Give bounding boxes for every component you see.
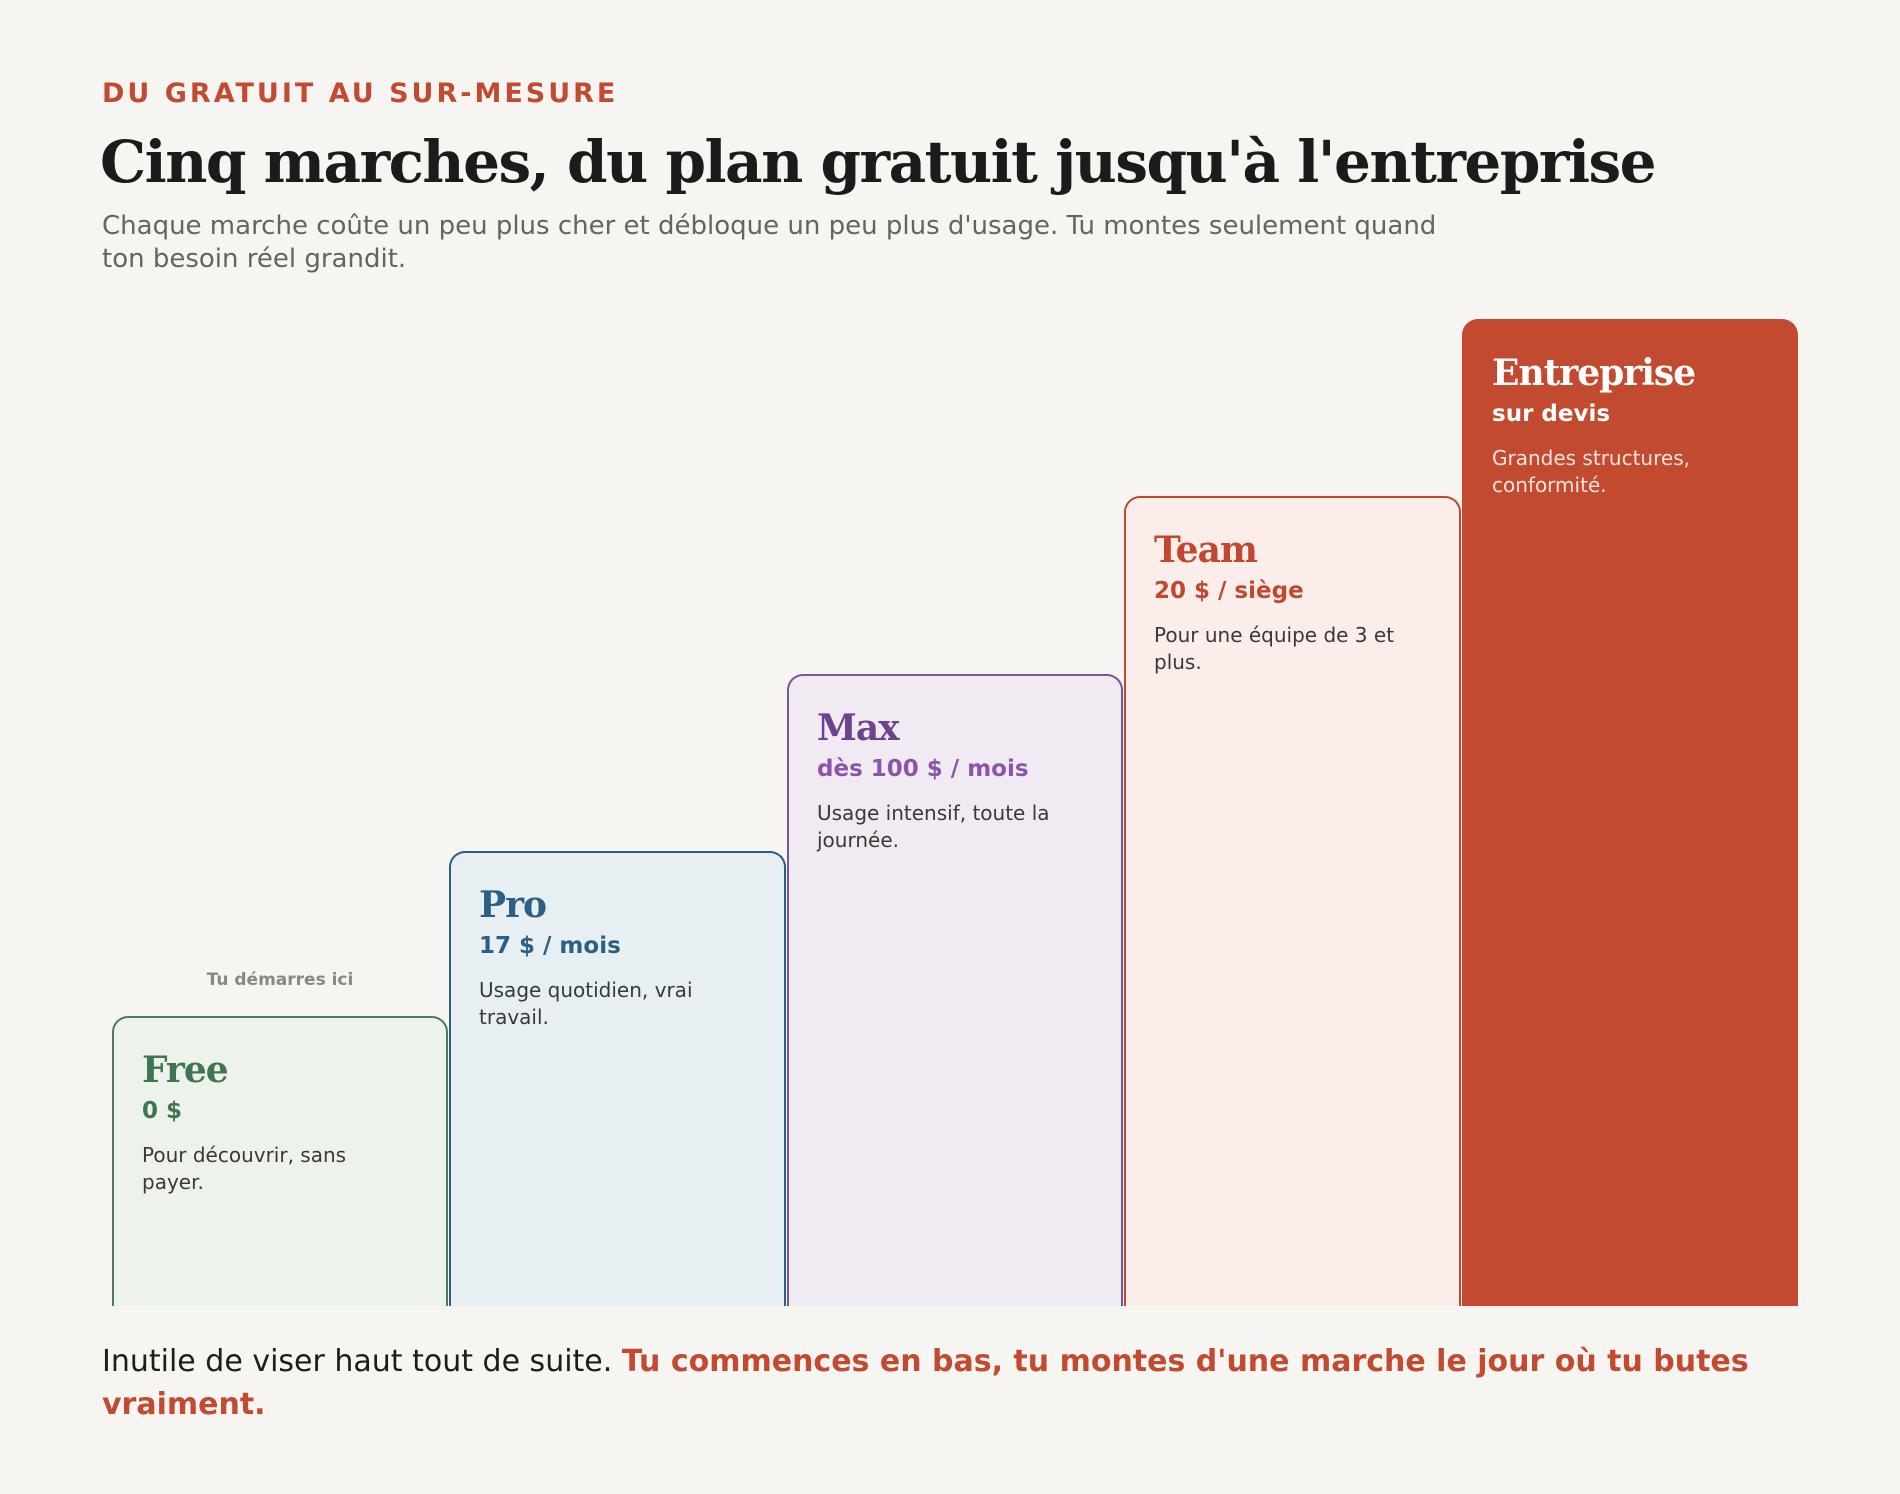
step-name: Pro [479, 884, 547, 926]
step-entreprise: Entreprise sur devis Grandes structures,… [1462, 319, 1798, 1306]
step-description: Usage intensif, toute la journée. [817, 801, 1050, 852]
step-description: Grandes structures, conformité. [1492, 446, 1690, 497]
step-name: Entreprise [1492, 352, 1696, 394]
footer-emphasis: Tu commences en bas, tu montes d'une mar… [102, 1344, 1749, 1422]
footer-lead: Inutile de viser haut tout de suite. [102, 1344, 622, 1379]
step-price: 0 $ [142, 1098, 183, 1124]
step-free: Free 0 $ Pour découvrir, sans payer. [112, 1016, 448, 1306]
page-title: Cinq marches, du plan gratuit jusqu'à l'… [100, 128, 1657, 196]
page-subtitle: Chaque marche coûte un peu plus cher et … [102, 211, 1437, 274]
step-description: Pour une équipe de 3 et plus. [1154, 623, 1395, 674]
step-name: Free [142, 1049, 229, 1091]
step-price: dès 100 $ / mois [817, 756, 1029, 782]
footer-message: Inutile de viser haut tout de suite. Tu … [102, 1340, 1802, 1426]
step-description: Usage quotidien, vrai travail. [479, 978, 693, 1029]
step-price: 17 $ / mois [479, 933, 621, 959]
step-pro: Pro 17 $ / mois Usage quotidien, vrai tr… [449, 851, 786, 1306]
start-here-note: Tu démarres ici [206, 970, 354, 990]
step-max: Max dès 100 $ / mois Usage intensif, tou… [787, 674, 1123, 1306]
step-description: Pour découvrir, sans payer. [142, 1143, 347, 1194]
step-price: sur devis [1492, 401, 1611, 427]
step-team: Team 20 $ / siège Pour une équipe de 3 e… [1124, 496, 1461, 1306]
step-name: Team [1154, 529, 1258, 571]
step-name: Max [817, 707, 900, 749]
step-price: 20 $ / siège [1154, 578, 1304, 604]
eyebrow-label: DU GRATUIT AU SUR-MESURE [102, 78, 619, 109]
